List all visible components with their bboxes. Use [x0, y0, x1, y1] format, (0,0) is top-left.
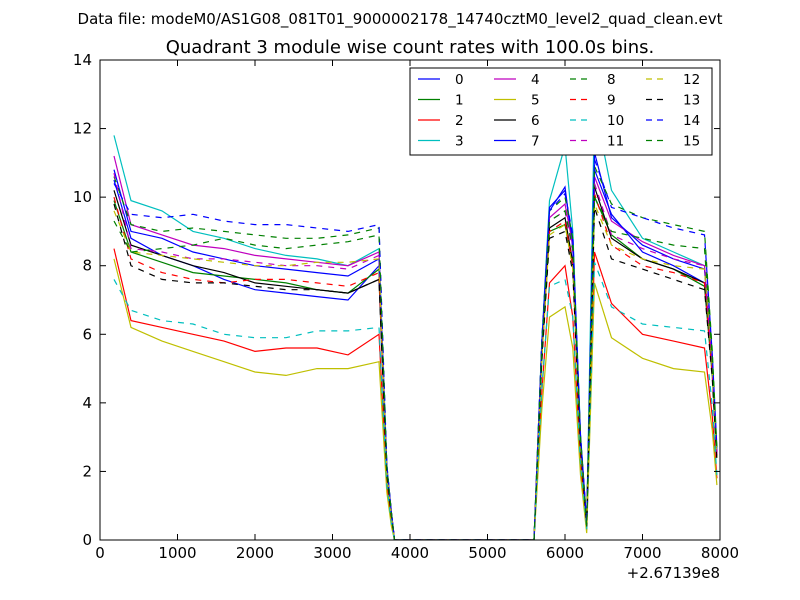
series-line-0 — [113, 169, 718, 540]
x-tick-label: 8000 — [701, 544, 739, 562]
y-tick-label: 14 — [73, 51, 92, 69]
legend-label-14: 14 — [683, 113, 700, 129]
series-line-5 — [113, 258, 718, 540]
x-tick-label: 5000 — [468, 544, 506, 562]
y-tick-label: 12 — [73, 120, 92, 138]
x-axis: 0 1000 2000 3000 4000 5000 6000 7000 8000 — [95, 60, 739, 562]
x-tick-label: 0 — [95, 544, 105, 562]
y-tick-label: 4 — [82, 394, 92, 412]
legend-label-9: 9 — [607, 93, 616, 109]
series-line-12 — [113, 203, 718, 540]
chart-title: Quadrant 3 module wise count rates with … — [166, 37, 655, 58]
series-line-14 — [113, 159, 718, 540]
legend-label-3: 3 — [455, 134, 464, 150]
legend-label-13: 13 — [683, 93, 700, 109]
series-line-11 — [113, 172, 718, 540]
legend-label-6: 6 — [531, 113, 540, 129]
legend-label-10: 10 — [607, 113, 624, 129]
legend-label-0: 0 — [455, 72, 464, 88]
legend-label-15: 15 — [683, 134, 700, 150]
suptitle: Data file: modeM0/AS1G08_081T01_90000021… — [78, 10, 723, 29]
x-tick-label: 1000 — [158, 544, 196, 562]
legend-label-4: 4 — [531, 72, 540, 88]
x-tick-label: 2000 — [236, 544, 274, 562]
y-tick-label: 8 — [82, 257, 92, 275]
legend-label-2: 2 — [455, 113, 464, 129]
x-tick-label: 7000 — [623, 544, 661, 562]
series-line-3 — [113, 104, 718, 540]
legend-label-8: 8 — [607, 72, 616, 88]
y-tick-label: 10 — [73, 188, 92, 206]
x-offset-label: +2.67139e8 — [627, 564, 720, 582]
series-line-2 — [113, 248, 718, 540]
x-tick-label: 6000 — [546, 544, 584, 562]
series-line-13 — [113, 203, 718, 540]
series-lines — [113, 104, 718, 540]
x-tick-label: 3000 — [313, 544, 351, 562]
series-line-10 — [113, 262, 718, 540]
series-line-6 — [113, 186, 718, 540]
series-line-7 — [113, 152, 718, 540]
series-line-9 — [113, 193, 718, 540]
x-tick-label: 4000 — [391, 544, 429, 562]
legend-label-11: 11 — [607, 134, 624, 150]
y-tick-label: 6 — [82, 325, 92, 343]
legend-label-7: 7 — [531, 134, 540, 150]
series-line-4 — [113, 155, 718, 540]
legend-label-1: 1 — [455, 93, 464, 109]
y-tick-label: 0 — [82, 531, 92, 549]
legend-label-5: 5 — [531, 93, 540, 109]
series-line-8 — [113, 166, 718, 540]
series-line-1 — [113, 196, 718, 540]
legend-label-12: 12 — [683, 72, 700, 88]
y-tick-label: 2 — [82, 462, 92, 480]
